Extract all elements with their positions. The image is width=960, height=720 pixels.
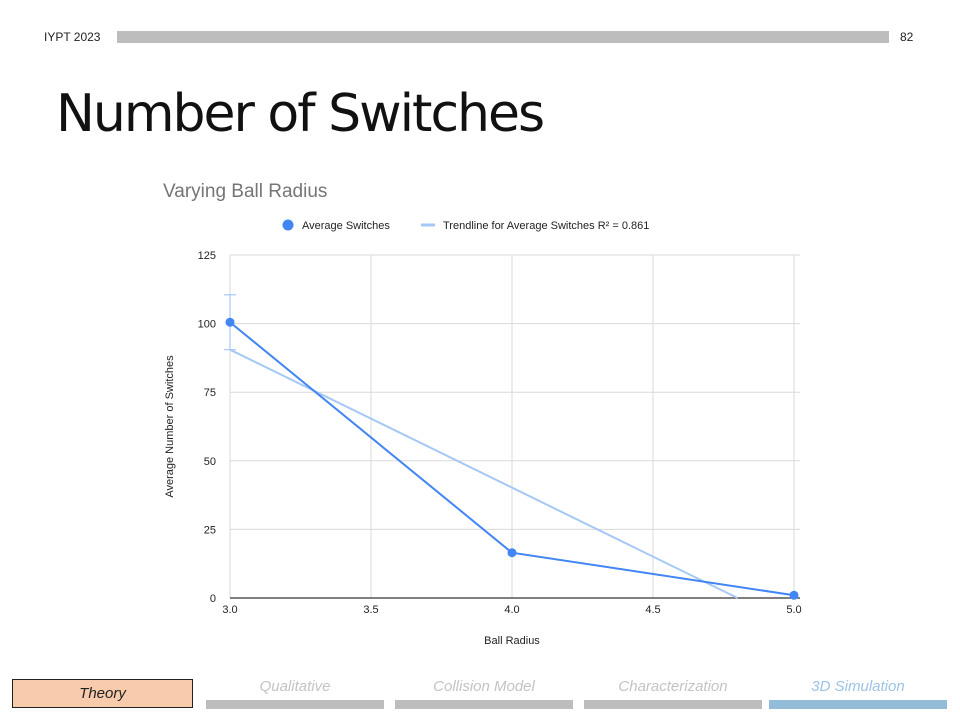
nav-theory-tab[interactable]: Theory [12, 679, 193, 708]
legend-label: Average Switches [302, 220, 390, 232]
y-tick-label: 0 [210, 593, 216, 605]
nav-item-label: Characterization [618, 678, 728, 695]
nav-item-collision-model[interactable]: Collision Model [395, 676, 573, 709]
x-tick-label: 5.0 [786, 604, 801, 616]
y-tick-label: 50 [204, 456, 216, 468]
nav-item-label: Qualitative [259, 678, 331, 695]
nav-progress-bar [769, 700, 947, 709]
x-axis-label: Ball Radius [484, 635, 540, 647]
header-bar [117, 31, 889, 43]
nav-progress-bar [206, 700, 384, 709]
legend-label: Trendline for Average Switches R² = 0.86… [443, 220, 649, 232]
y-tick-label: 25 [204, 524, 216, 536]
x-tick-label: 3.0 [222, 604, 237, 616]
nav-item-characterization[interactable]: Characterization [584, 676, 762, 709]
nav-item-qualitative[interactable]: Qualitative [206, 676, 384, 709]
x-tick-label: 4.5 [645, 604, 660, 616]
chart-title: Varying Ball Radius [163, 181, 327, 202]
nav-item-label: 3D Simulation [811, 678, 905, 695]
nav-progress-bar [395, 700, 573, 709]
slide-title: Number of Switches [56, 84, 545, 144]
x-tick-label: 3.5 [363, 604, 378, 616]
y-axis-label: Average Number of Switches [164, 355, 176, 498]
conference-label: IYPT 2023 [44, 30, 101, 44]
y-tick-label: 75 [204, 387, 216, 399]
data-point [225, 317, 235, 327]
x-tick-label: 4.0 [504, 604, 519, 616]
y-tick-label: 100 [198, 319, 216, 331]
data-point [507, 548, 517, 558]
page-number: 82 [900, 30, 914, 44]
nav-item-label: Collision Model [433, 678, 535, 695]
y-tick-label: 125 [198, 250, 216, 262]
legend-marker-average-switches [282, 219, 294, 231]
data-point [789, 590, 799, 600]
chart: Varying Ball Radius 0 25 50 75 100 125 3.0 3.5 4.… [163, 181, 802, 647]
nav-item-3d-simulation[interactable]: 3D Simulation [769, 676, 947, 709]
trendline [229, 348, 739, 599]
nav-progress-bar [584, 700, 762, 709]
